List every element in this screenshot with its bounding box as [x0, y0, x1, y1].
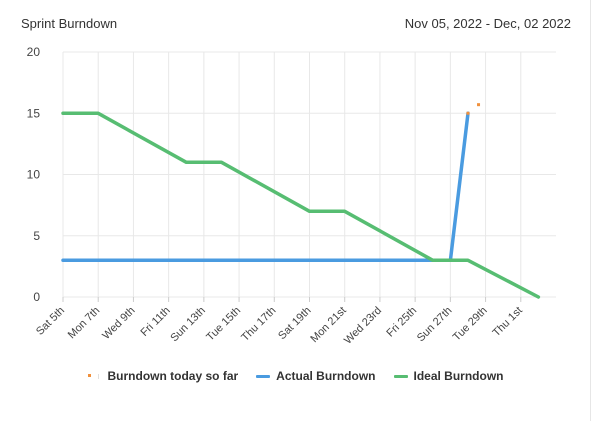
x-tick-label: Fri 11th [138, 305, 172, 339]
legend-item-actual[interactable]: Actual Burndown [256, 369, 376, 383]
legend-item-ideal[interactable]: Ideal Burndown [393, 369, 504, 383]
x-tick-label: Sun 13th [168, 305, 208, 345]
legend-label-actual: Actual Burndown [276, 369, 376, 383]
legend-label-ideal: Ideal Burndown [413, 369, 504, 383]
panel-title: Sprint Burndown [21, 16, 118, 31]
series-point-today [477, 103, 481, 107]
legend-item-today[interactable]: Burndown today so far [87, 369, 239, 383]
x-tick-label: Mon 7th [66, 305, 103, 342]
legend-swatch-today [87, 373, 102, 379]
date-range: Nov 05, 2022 - Dec, 02 2022 [404, 16, 571, 31]
y-tick-label: 15 [27, 106, 41, 120]
x-tick-label: Tue 15th [204, 305, 243, 344]
series-line-ideal [61, 111, 541, 299]
x-tick-label: Fri 25th [384, 305, 419, 340]
y-tick-label: 20 [27, 45, 41, 59]
y-tick-label: 10 [27, 168, 41, 182]
x-tick-label: Wed 23rd [342, 305, 384, 347]
y-tick-label: 5 [33, 229, 40, 243]
legend-swatch-ideal [393, 374, 408, 378]
legend-swatch-actual [256, 374, 271, 378]
x-tick-label: Tue 29th [451, 305, 490, 344]
y-tick-label: 0 [33, 290, 40, 304]
chart-legend: Burndown today so far Actual Burndown Id… [0, 369, 591, 383]
x-tick-label: Sun 27th [415, 305, 455, 345]
x-tick-label: Thu 1st [490, 305, 524, 339]
x-tick-label: Thu 17th [239, 305, 278, 344]
legend-label-today: Burndown today so far [107, 369, 239, 383]
series-point-today [466, 111, 470, 115]
x-tick-label: Wed 9th [100, 305, 137, 342]
x-tick-label: Sat 5th [34, 305, 67, 338]
